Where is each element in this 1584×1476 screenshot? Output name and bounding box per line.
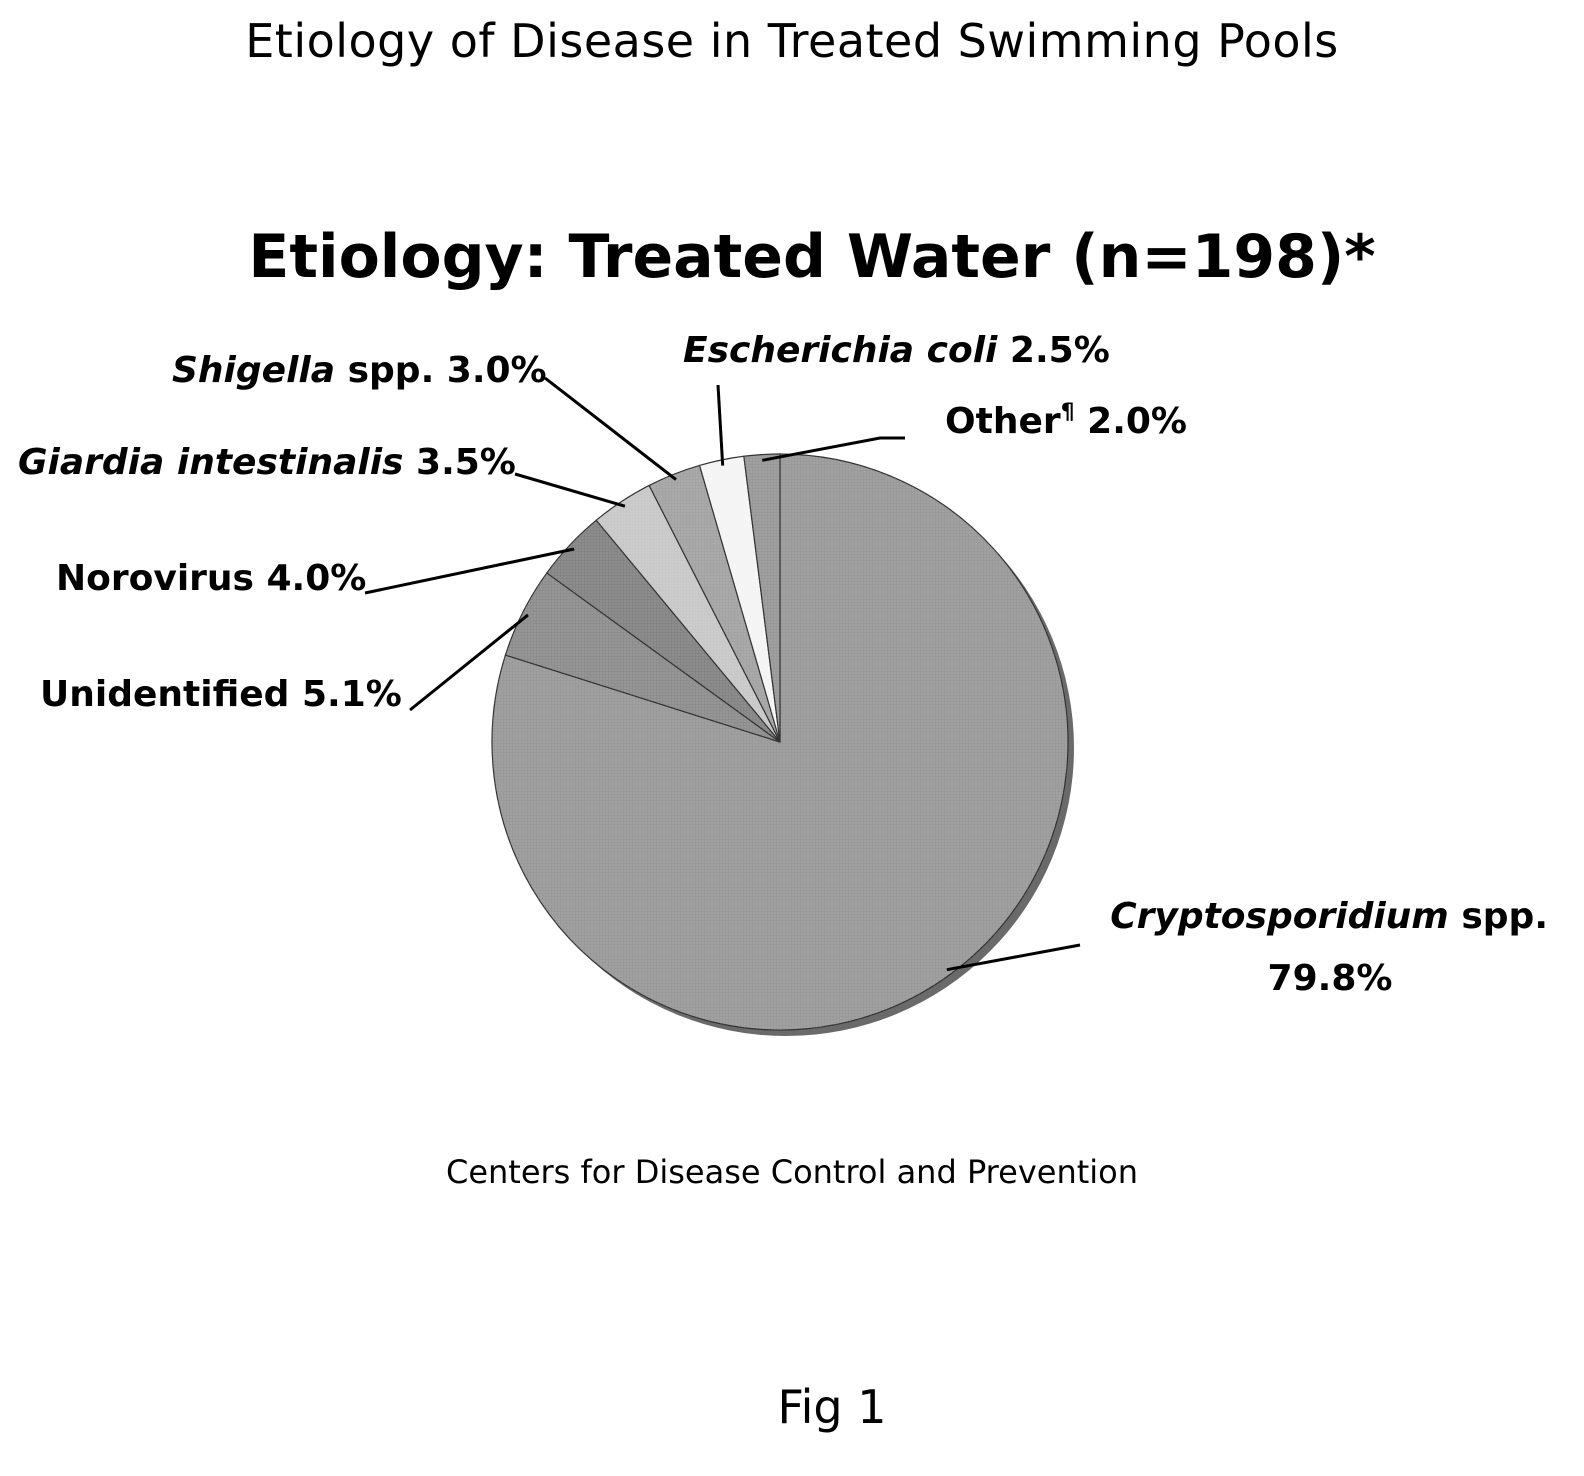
leader-line-other: [762, 436, 905, 462]
source-caption: Centers for Disease Control and Preventi…: [445, 1153, 1139, 1191]
pie-slice-texture-escherichia-coli: [699, 456, 780, 742]
slice-label-cryptosporidium-spp-name: Cryptosporidium spp.: [1110, 896, 1548, 937]
leader-line-escherichia-coli: [716, 384, 725, 466]
slice-label-shigella-spp: Shigella spp. 3.0%: [172, 350, 547, 391]
leader-line-shigella-spp: [544, 376, 677, 481]
chart-title: Etiology: Treated Water (n=198)*: [248, 222, 1376, 292]
leader-line-cryptosporidium-spp: [946, 943, 1081, 972]
slice-label-cryptosporidium-spp-value: 79.8%: [1268, 958, 1393, 999]
pie-slices: [491, 453, 1069, 1031]
pie-slice-texture-shigella-spp: [649, 465, 780, 742]
slice-label-norovirus: Norovirus 4.0%: [56, 558, 366, 599]
leader-line-giardia-intestinalis: [514, 472, 626, 508]
pie-slice-texture-norovirus: [546, 520, 780, 742]
pie-slice-texture-giardia-intestinalis: [596, 485, 780, 742]
leader-line-unidentified: [409, 613, 529, 712]
slice-label-unidentified: Unidentified 5.1%: [40, 674, 402, 715]
slice-label-giardia-intestinalis: Giardia intestinalis 3.5%: [18, 442, 516, 483]
pie-slice-texture-other: [743, 454, 780, 742]
slice-label-other: Other¶​ 2.0%: [945, 400, 1187, 442]
leader-line-norovirus: [364, 547, 575, 595]
page-title: Etiology of Disease in Treated Swimming …: [245, 14, 1339, 68]
figure-caption: Fig 1: [777, 1380, 887, 1434]
pie-slice-texture-unidentified: [505, 572, 780, 742]
pie-leader-lines: [364, 376, 1081, 972]
pie-labels: Cryptosporidium spp. 79.8% Unidentified 5.…: [18, 330, 1548, 999]
slice-label-escherichia-coli: Escherichia coli 2.5%: [683, 330, 1110, 371]
